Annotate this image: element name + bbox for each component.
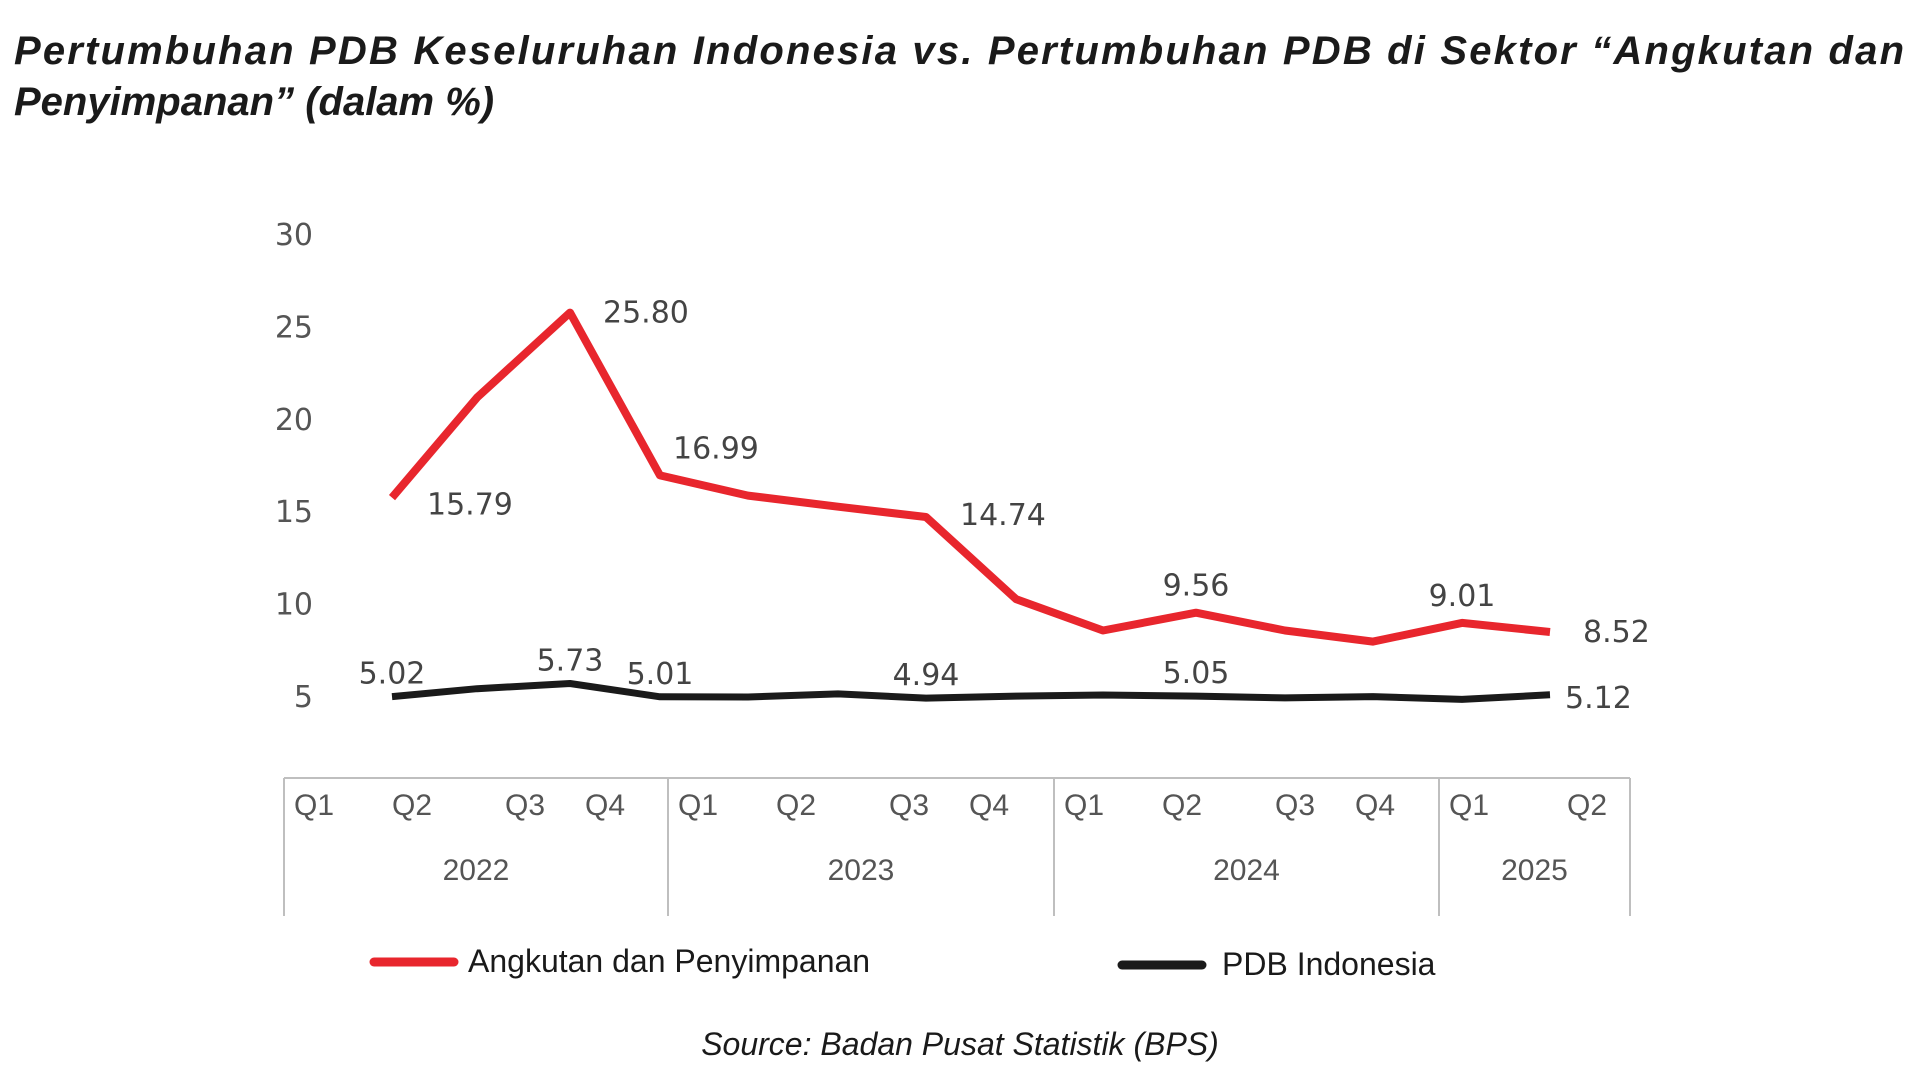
data-label: 5.02 <box>359 657 426 692</box>
x-tick-label: Q3 <box>1275 789 1315 822</box>
x-axis: Q1 Q2 Q3 Q4 Q1 Q2 Q3 Q4 Q1 Q2 Q3 Q4 Q1 Q2 2022 2023 2024… <box>283 777 1631 916</box>
data-label: 5.73 <box>537 644 604 679</box>
legend-label-angkutan: Angkutan dan Penyimpanan <box>468 943 870 979</box>
y-tick-label: 25 <box>275 310 313 345</box>
x-tick-label: Q4 <box>969 789 1009 822</box>
x-tick-label: Q1 <box>1064 789 1104 822</box>
series-line-angkutan <box>388 308 1551 646</box>
x-year-label: 2023 <box>828 854 895 887</box>
plot-area: 15.79 25.80 16.99 14.74 9.56 9.01 8.52 5.02 5.73… <box>359 296 1650 716</box>
x-tick-label: Q2 <box>392 789 432 822</box>
x-year-label: 2024 <box>1213 854 1280 887</box>
data-label: 5.05 <box>1163 656 1230 691</box>
x-tick-label: Q4 <box>585 789 625 822</box>
data-label: 9.56 <box>1163 569 1230 604</box>
x-tick-label: Q2 <box>776 789 816 822</box>
chart-title-line2: Penyimpanan” (dalam %) <box>14 80 494 124</box>
data-label: 14.74 <box>960 498 1046 533</box>
x-tick-label: Q1 <box>294 789 334 822</box>
x-tick-label: Q3 <box>889 789 929 822</box>
x-year-label: 2022 <box>443 854 510 887</box>
y-axis: 5 10 15 20 25 30 <box>275 218 313 715</box>
data-label: 8.52 <box>1583 615 1650 650</box>
data-label: 4.94 <box>893 658 960 693</box>
data-label: 16.99 <box>673 431 759 466</box>
data-label: 9.01 <box>1429 579 1496 614</box>
x-year-label: 2025 <box>1501 854 1568 887</box>
data-label: 5.12 <box>1565 681 1632 716</box>
y-tick-label: 5 <box>294 680 313 715</box>
x-tick-label: Q2 <box>1162 789 1202 822</box>
x-tick-label: Q4 <box>1355 789 1395 822</box>
data-label: 15.79 <box>427 488 513 523</box>
x-tick-label: Q1 <box>1449 789 1489 822</box>
x-tick-label: Q2 <box>1567 789 1607 822</box>
series-line-pdb <box>391 680 1551 703</box>
chart-title-line1: Pertumbuhan PDB Keseluruhan Indonesia vs… <box>14 29 1904 73</box>
source-note: Source: Badan Pusat Statistik (BPS) <box>701 1026 1219 1062</box>
y-tick-label: 20 <box>275 403 313 438</box>
y-tick-label: 15 <box>275 495 313 530</box>
data-label: 25.80 <box>603 296 689 331</box>
legend-label-pdb: PDB Indonesia <box>1222 946 1436 982</box>
x-tick-label: Q1 <box>678 789 718 822</box>
x-tick-label: Q3 <box>505 789 545 822</box>
data-label: 5.01 <box>627 657 694 692</box>
y-tick-label: 30 <box>275 218 313 253</box>
y-tick-label: 10 <box>275 588 313 623</box>
legend: Angkutan dan Penyimpanan PDB Indonesia <box>369 943 1436 982</box>
